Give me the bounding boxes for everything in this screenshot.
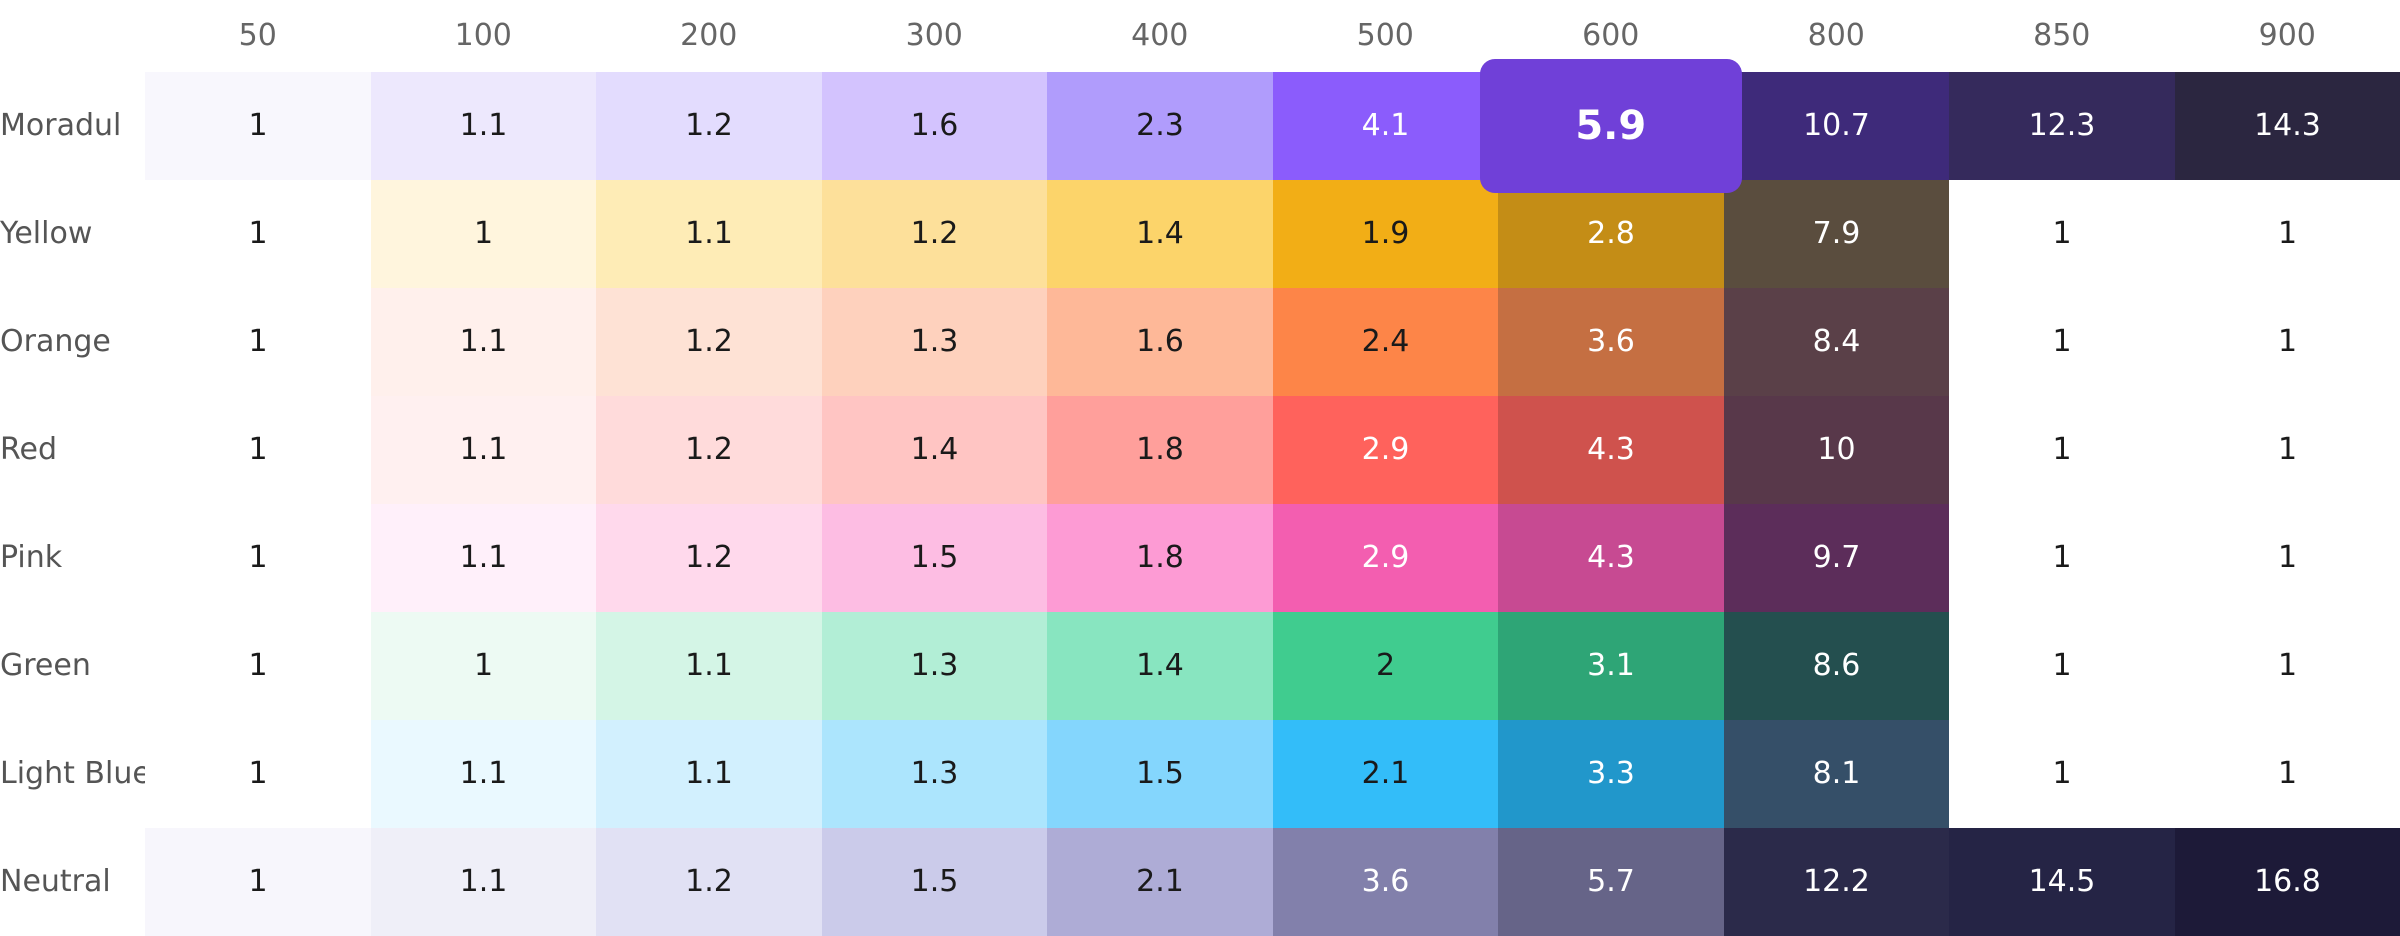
swatch: 1 [2174, 396, 2400, 504]
swatch: 1 [145, 396, 371, 504]
swatch: 1.1 [370, 72, 597, 180]
swatch: 1.1 [370, 720, 597, 828]
swatch: 1.2 [821, 180, 1048, 288]
column-header: 300 [905, 18, 963, 53]
swatch: 1.3 [821, 612, 1048, 720]
row-label: Light Blue [0, 756, 145, 791]
swatch: 1 [145, 828, 371, 936]
swatch: 1.2 [596, 828, 822, 936]
swatch: 1.1 [370, 288, 597, 396]
swatch: 1.8 [1047, 504, 1273, 612]
swatch: 3.3 [1498, 720, 1724, 828]
swatch: 1 [2174, 180, 2400, 288]
swatch: 1.3 [821, 288, 1048, 396]
selected-swatch: 5.9 [1480, 59, 1742, 193]
row-label: Red [0, 432, 57, 467]
swatch: 4.3 [1498, 504, 1724, 612]
column-header: 500 [1356, 18, 1414, 53]
swatch: 1.2 [596, 72, 822, 180]
swatch: 1.1 [370, 504, 597, 612]
swatch: 5.7 [1498, 828, 1724, 936]
column-header: 400 [1131, 18, 1189, 53]
swatch: 12.3 [1949, 72, 2175, 180]
column-header: 50 [238, 18, 277, 53]
swatch: 1.5 [1047, 720, 1273, 828]
swatch: 1.8 [1047, 396, 1273, 504]
swatch: 1 [145, 720, 371, 828]
row-label: Neutral [0, 864, 111, 899]
swatch: 1 [1949, 720, 2175, 828]
swatch: 4.3 [1498, 396, 1724, 504]
swatch: 1.1 [596, 180, 822, 288]
swatch: 1.2 [596, 288, 822, 396]
swatch: 10.7 [1723, 72, 1950, 180]
swatch: 2.9 [1272, 504, 1499, 612]
swatch: 2.1 [1047, 828, 1273, 936]
swatch: 1.2 [596, 504, 822, 612]
column-header: 100 [454, 18, 512, 53]
row-label: Yellow [0, 216, 93, 251]
column-header: 850 [2033, 18, 2091, 53]
swatch: 8.4 [1723, 288, 1950, 396]
swatch: 2.4 [1272, 288, 1499, 396]
swatch: 3.1 [1498, 612, 1724, 720]
swatch: 1.5 [821, 504, 1048, 612]
column-header: 900 [2258, 18, 2316, 53]
swatch: 12.2 [1723, 828, 1950, 936]
swatch: 1 [145, 612, 371, 720]
swatch: 7.9 [1723, 180, 1950, 288]
row-label: Orange [0, 324, 111, 359]
swatch: 1.6 [821, 72, 1048, 180]
row-label: Pink [0, 540, 63, 575]
swatch: 1.9 [1272, 180, 1499, 288]
column-header: 800 [1807, 18, 1865, 53]
swatch: 1 [145, 288, 371, 396]
swatch: 1.1 [370, 396, 597, 504]
swatch: 1.4 [1047, 180, 1273, 288]
swatch: 3.6 [1272, 828, 1499, 936]
swatch: 8.1 [1723, 720, 1950, 828]
swatch: 1.1 [370, 828, 597, 936]
row-label: Moradul [0, 108, 122, 143]
swatch: 1 [1949, 396, 2175, 504]
swatch: 1.1 [596, 720, 822, 828]
swatch: 2.9 [1272, 396, 1499, 504]
swatch: 2.8 [1498, 180, 1724, 288]
swatch: 1 [2174, 612, 2400, 720]
column-header: 600 [1582, 18, 1640, 53]
swatch: 1 [1949, 288, 2175, 396]
swatch: 1.2 [596, 396, 822, 504]
swatch: 2.3 [1047, 72, 1273, 180]
swatch: 1 [2174, 288, 2400, 396]
swatch: 1 [370, 180, 597, 288]
swatch: 9.7 [1723, 504, 1950, 612]
swatch: 10 [1723, 396, 1950, 504]
swatch: 1.4 [1047, 612, 1273, 720]
swatch: 1 [370, 612, 597, 720]
swatch: 3.6 [1498, 288, 1724, 396]
swatch: 1.3 [821, 720, 1048, 828]
swatch: 1 [2174, 720, 2400, 828]
row-label: Green [0, 648, 91, 683]
swatch: 1 [145, 504, 371, 612]
swatch: 4.1 [1272, 72, 1499, 180]
swatch: 1.4 [821, 396, 1048, 504]
swatch: 16.8 [2174, 828, 2400, 936]
swatch: 1 [1949, 180, 2175, 288]
swatch: 1 [2174, 504, 2400, 612]
swatch: 1 [1949, 504, 2175, 612]
swatch: 1.1 [596, 612, 822, 720]
swatch: 8.6 [1723, 612, 1950, 720]
swatch: 14.5 [1949, 828, 2175, 936]
swatch: 1.5 [821, 828, 1048, 936]
swatch: 1 [145, 180, 371, 288]
swatch: 14.3 [2174, 72, 2400, 180]
swatch: 2 [1272, 612, 1499, 720]
swatch: 1 [145, 72, 371, 180]
swatch: 1.6 [1047, 288, 1273, 396]
column-header: 200 [680, 18, 738, 53]
swatch: 2.1 [1272, 720, 1499, 828]
swatch: 1 [1949, 612, 2175, 720]
